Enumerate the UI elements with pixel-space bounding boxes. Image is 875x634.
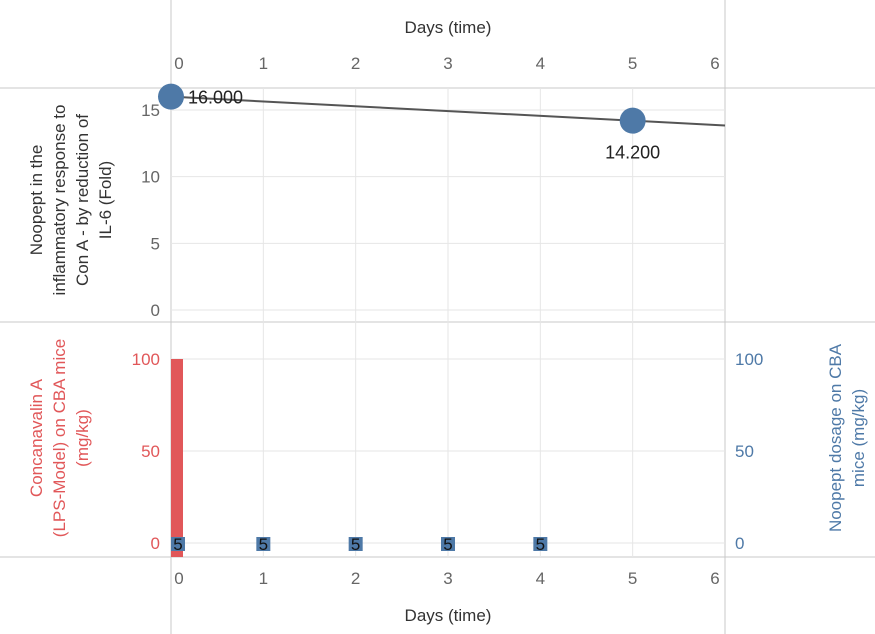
right-y-tick-label: 100 [735,350,763,369]
noopept-dosage-mark [441,537,455,551]
bottom-x-tick-label: 5 [628,569,637,588]
bottom-x-tick-label: 3 [443,569,452,588]
noopept-dosage-mark [533,537,548,551]
left-y-tick-label: 0 [151,534,160,553]
right-y-tick-label: 0 [735,534,744,553]
bottom-x-tick-label: 1 [259,569,268,588]
right-y-axis-title-line: Noopept dosage on CBA [826,343,845,532]
top-y-tick-label: 10 [141,168,160,187]
top-x-tick-label: 3 [443,54,452,73]
left-y-axis-title-line: (mg/kg) [73,409,92,467]
top-x-tick-label: 1 [259,54,268,73]
top-x-tick-label: 6 [710,54,719,73]
concanavalin-bar [171,359,183,557]
noopept-dosage-label: 5 [536,535,545,554]
top-x-tick-label: 2 [351,54,360,73]
top-y-axis-title-line: Noopept in the [27,145,46,256]
left-y-axis-title-line: (LPS-Model) on CBA mice [50,339,69,537]
data-point-label: 14.200 [605,143,660,163]
noopept-dosage-label: 5 [443,535,452,554]
left-y-axis-title-line: Concanavalin A [27,378,46,497]
noopept-dosage-label: 5 [173,535,182,554]
data-point [619,107,646,134]
bottom-x-tick-label: 4 [536,569,545,588]
left-y-tick-label: 100 [132,350,160,369]
data-point [158,83,184,110]
bottom-x-tick-label: 6 [710,569,719,588]
noopept-dosage-mark [256,537,271,551]
top-x-tick-label: 5 [628,54,637,73]
top-y-axis-title-line: Con A - by reduction of [73,114,92,286]
top-x-axis-title: Days (time) [405,18,492,37]
bottom-x-axis-title: Days (time) [405,606,492,625]
noopept-dosage-mark [171,537,185,551]
top-x-tick-label: 0 [174,54,183,73]
data-point-label: 16.000 [188,88,243,108]
noopept-dosage-mark [348,537,363,551]
top-y-tick-label: 0 [151,301,160,320]
top-y-axis-title-line: inflammatory response to [50,105,69,296]
left-y-tick-label: 50 [141,442,160,461]
right-y-axis-title-line: mice (mg/kg) [849,389,868,487]
noopept-dosage-label: 5 [259,535,268,554]
top-y-tick-label: 5 [151,234,160,253]
top-y-tick-label: 15 [141,101,160,120]
top-y-axis-title-line: IL-6 (Fold) [96,161,115,239]
top-x-tick-label: 4 [536,54,545,73]
noopept-dosage-label: 5 [351,535,360,554]
bottom-x-tick-label: 0 [174,569,183,588]
bottom-x-tick-label: 2 [351,569,360,588]
right-y-tick-label: 50 [735,442,754,461]
